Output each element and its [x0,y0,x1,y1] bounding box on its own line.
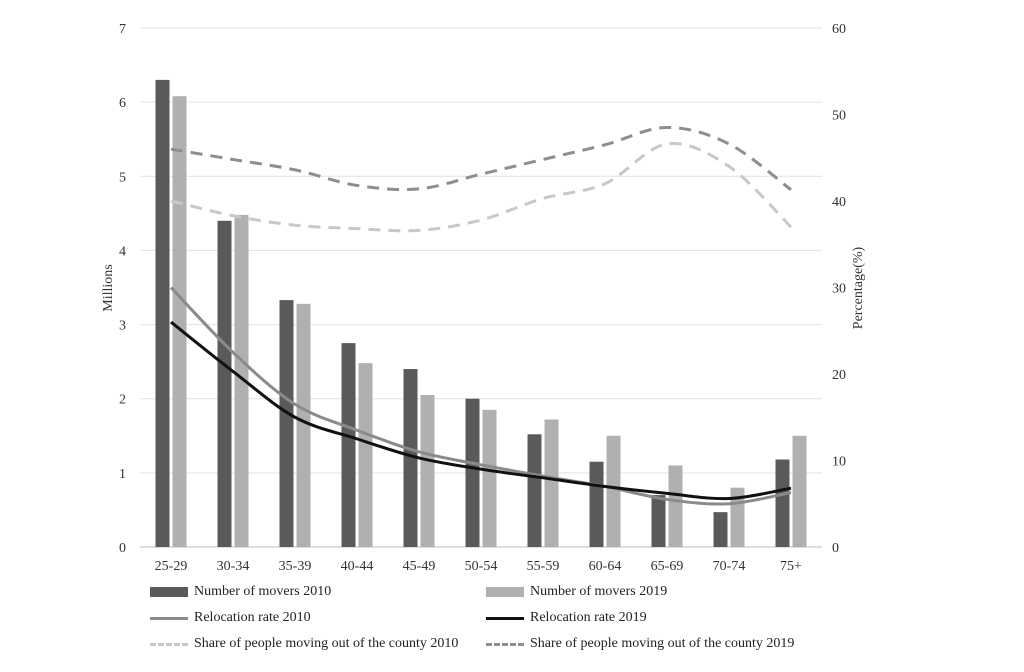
legend-label: Share of people moving out of the county… [530,636,795,651]
x-axis-ticks: 25-29 30-34 35-39 40-44 45-49 50-54 55-59 60-64… [155,559,802,574]
legend-label: Relocation rate 2010 [194,610,311,625]
lines [169,125,793,506]
right-tick-label: 30 [832,282,846,297]
left-tick-label: 0 [119,541,126,556]
bar-movers2019 [172,96,187,547]
bar-movers2010 [341,343,356,547]
bar-movers2019 [792,435,807,547]
right-tick-label: 10 [832,455,846,470]
right-tick-label: 60 [832,22,846,37]
legend-swatch [486,616,524,620]
gridlines [140,27,822,548]
bar-movers2019 [668,465,683,547]
left-tick-label: 6 [119,96,126,111]
line-share2019 [170,125,792,192]
right-tick-label: 20 [832,368,846,383]
legend-item-movers-2010: Number of movers 2010 [150,584,331,600]
x-tick-label: 55-59 [527,559,560,574]
bar-movers2019 [296,303,311,547]
right-axis-ticks: 0 10 20 30 40 50 60 [832,22,846,556]
legend-label: Number of movers 2010 [194,584,332,599]
x-tick-label: 30-34 [217,559,250,574]
legend-item-share-2010: Share of people moving out of the county… [150,636,458,652]
legend-swatch [150,642,188,646]
legend-label: Share of people moving out of the county… [194,636,459,651]
left-tick-label: 3 [119,319,126,334]
bar-movers2010 [651,495,666,547]
legend-swatch [486,642,524,646]
x-tick-label: 35-39 [279,559,312,574]
left-tick-label: 5 [119,170,126,185]
legend-item-rate-2010: Relocation rate 2010 [150,610,311,626]
x-tick-label: 45-49 [403,559,436,574]
bar-movers2019 [544,419,559,547]
bar-movers2010 [465,398,480,547]
bar-movers2010 [713,512,728,547]
left-tick-label: 2 [119,393,126,408]
legend-swatch [150,587,188,597]
legend-swatch [150,616,188,620]
x-tick-label: 65-69 [651,559,684,574]
line-rate2019 [170,320,792,501]
legend-swatch [486,587,524,597]
legend-label: Number of movers 2019 [530,584,668,599]
bar-movers2019 [482,409,497,547]
bar-movers2010 [217,220,232,547]
line-share2010 [170,141,793,233]
line-rate2010 [169,286,792,506]
bar-movers2019 [606,435,621,547]
bar-movers2010 [527,434,542,547]
legend-item-rate-2019: Relocation rate 2019 [486,610,647,626]
left-tick-label: 1 [119,467,126,482]
bar-movers2010 [589,461,604,547]
x-tick-label: 25-29 [155,559,188,574]
legend-item-share-2019: Share of people moving out of the county… [486,636,794,652]
bar-movers2010 [403,369,418,547]
x-tick-label: 70-74 [713,559,746,574]
left-axis-ticks: 0 1 2 3 4 5 6 7 [119,22,126,556]
bar-movers2010 [775,459,790,547]
bar-movers2010 [155,79,170,548]
bar-movers2010 [279,300,294,547]
left-tick-label: 7 [119,22,126,37]
x-tick-label: 50-54 [465,559,498,574]
legend-item-movers-2019: Number of movers 2019 [486,584,667,600]
x-tick-label: 75+ [780,559,802,574]
x-tick-label: 40-44 [341,559,374,574]
bar-movers2019 [358,363,373,547]
right-tick-label: 50 [832,109,846,124]
bar-movers2019 [234,214,249,547]
legend-label: Relocation rate 2019 [530,610,647,625]
left-tick-label: 4 [119,244,126,259]
bars [155,79,807,548]
right-tick-label: 0 [832,541,839,556]
right-axis-title: Percentage(%) [851,246,866,329]
right-tick-label: 40 [832,195,846,210]
x-tick-label: 60-64 [589,559,622,574]
left-axis-title: Millions [101,264,116,311]
bar-movers2019 [420,395,435,547]
